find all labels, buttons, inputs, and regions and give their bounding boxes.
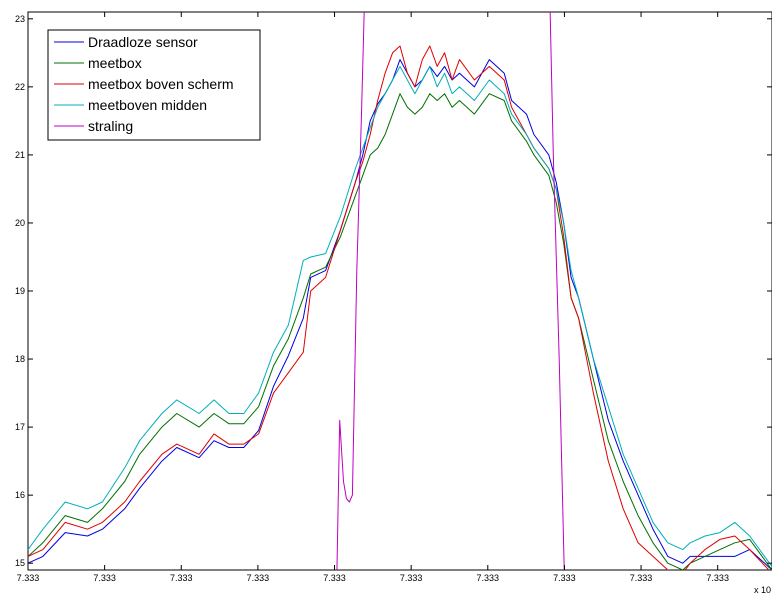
y-tick-label: 18 xyxy=(15,354,25,364)
x-tick-label: 7.333 xyxy=(17,573,40,583)
series-layer xyxy=(28,12,772,570)
legend-box xyxy=(47,29,261,141)
x-tick-label: 7.333 xyxy=(93,573,116,583)
x-exponent-label: x 10 xyxy=(754,585,771,595)
legend-entry: Draadloze sensor xyxy=(88,34,198,50)
legend: Draadloze sensor meetbox meetbox boven sch… xyxy=(47,29,261,141)
x-tick-label: 7.333 xyxy=(706,573,729,583)
y-tick-label: 17 xyxy=(15,422,25,432)
series-line-1 xyxy=(28,93,772,570)
axis-ticks: 15 16 17 18 19 20 21 22 23 7.333 7.333 7.333 7.333 7.… xyxy=(15,12,772,583)
y-tick-label: 22 xyxy=(15,82,25,92)
series-line-2 xyxy=(28,45,770,570)
x-tick-label: 7.333 xyxy=(553,573,576,583)
legend-entry: meetbox boven scherm xyxy=(88,76,234,92)
y-tick-label: 23 xyxy=(15,14,25,24)
y-tick-label: 19 xyxy=(15,286,25,296)
x-tick-label: 7.333 xyxy=(170,573,193,583)
x-tick-label: 7.333 xyxy=(477,573,500,583)
legend-entry: meetboven midden xyxy=(88,97,207,113)
series-line-3 xyxy=(28,65,772,567)
y-tick-label: 20 xyxy=(15,218,25,228)
legend-entry: straling xyxy=(88,118,133,134)
x-tick-label: 7.333 xyxy=(247,573,270,583)
y-tick-label: 16 xyxy=(15,490,25,500)
y-tick-label: 21 xyxy=(15,150,25,160)
series-line-4 xyxy=(336,12,565,570)
legend-entry: meetbox xyxy=(88,55,142,71)
x-tick-label: 7.333 xyxy=(630,573,653,583)
x-tick-label: 7.333 xyxy=(323,573,346,583)
x-tick-label: 7.333 xyxy=(400,573,423,583)
y-tick-label: 15 xyxy=(15,558,25,568)
